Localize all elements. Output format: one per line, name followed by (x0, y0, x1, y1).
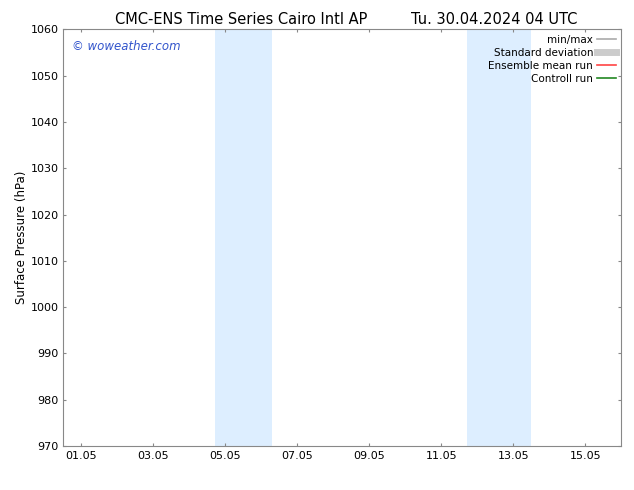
Bar (467, 29, 531, 446)
Text: CMC-ENS Time Series Cairo Intl AP: CMC-ENS Time Series Cairo Intl AP (115, 12, 367, 27)
Bar (214, 29, 272, 446)
Text: © woweather.com: © woweather.com (72, 40, 181, 53)
Y-axis label: Surface Pressure (hPa): Surface Pressure (hPa) (15, 171, 28, 304)
Text: Tu. 30.04.2024 04 UTC: Tu. 30.04.2024 04 UTC (411, 12, 578, 27)
Legend: min/max, Standard deviation, Ensemble mean run, Controll run: min/max, Standard deviation, Ensemble me… (485, 31, 619, 87)
